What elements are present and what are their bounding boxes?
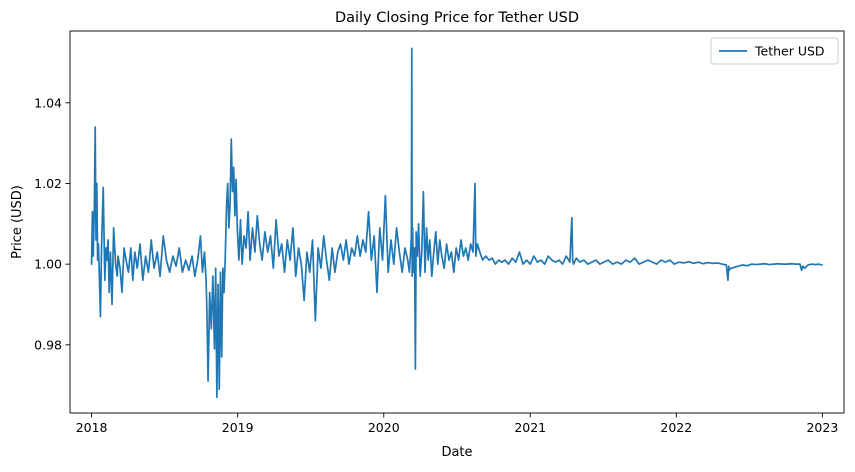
legend-label: Tether USD [754,44,825,59]
y-axis-label: Price (USD) [10,185,25,259]
plot-frame [69,30,845,414]
series-line-tether-usd [90,47,823,399]
x-tick-label: 2023 [806,420,838,435]
x-tick-label: 2018 [76,420,108,435]
y-tick-label: 1.04 [34,95,62,110]
y-tick-label: 1.00 [34,257,62,272]
chart-title: Daily Closing Price for Tether USD [335,10,579,26]
legend-box [710,37,839,65]
y-tick-label: 0.98 [34,337,62,352]
x-axis-label: Date [441,445,472,460]
y-tick-label: 1.02 [34,176,62,191]
x-tick-label: 2021 [514,420,546,435]
x-tick-label: 2019 [222,420,254,435]
x-tick-label: 2022 [660,420,692,435]
x-tick-label: 2020 [368,420,400,435]
